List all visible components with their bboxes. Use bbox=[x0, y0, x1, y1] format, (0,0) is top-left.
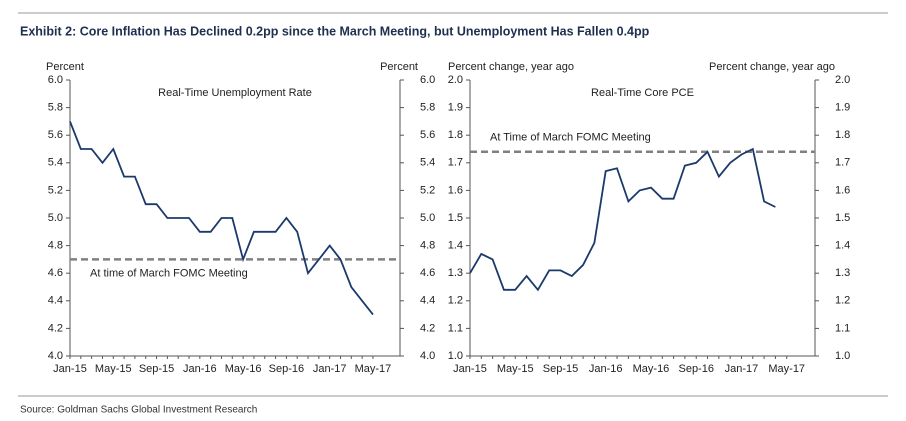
y2-tick-label: 1.9 bbox=[835, 102, 850, 114]
y-tick-label: 1.7 bbox=[448, 157, 463, 169]
y-tick-label: 2.0 bbox=[448, 74, 463, 86]
y-tick-label: 6.0 bbox=[48, 74, 63, 86]
y2-tick-label: 4.4 bbox=[420, 295, 435, 307]
y-tick-label: 1.5 bbox=[448, 212, 463, 224]
chart-title: Real-Time Unemployment Rate bbox=[158, 87, 312, 99]
y2-tick-label: 1.8 bbox=[835, 129, 850, 141]
x-tick-label: Sep-16 bbox=[678, 363, 713, 375]
y-tick-label: 1.2 bbox=[448, 295, 463, 307]
x-tick-label: Jan-17 bbox=[313, 363, 347, 375]
y-tick-label: 5.6 bbox=[48, 129, 63, 141]
y2-tick-label: 1.6 bbox=[835, 184, 850, 196]
y2-axis-label: Percent change, year ago bbox=[709, 61, 835, 73]
x-tick-label: May-15 bbox=[95, 363, 132, 375]
y-axis-label: Percent change, year ago bbox=[448, 61, 574, 73]
x-tick-label: Sep-15 bbox=[139, 363, 174, 375]
y2-tick-label: 1.4 bbox=[835, 240, 850, 252]
y2-tick-label: 4.6 bbox=[420, 267, 435, 279]
y-tick-label: 5.4 bbox=[48, 157, 63, 169]
y2-tick-label: 5.0 bbox=[420, 212, 435, 224]
x-tick-label: May-16 bbox=[633, 363, 670, 375]
y2-tick-label: 1.5 bbox=[835, 212, 850, 224]
y-tick-label: 1.0 bbox=[448, 350, 463, 362]
y-tick-label: 1.8 bbox=[448, 129, 463, 141]
y-tick-label: 4.6 bbox=[48, 267, 63, 279]
x-tick-label: Sep-15 bbox=[543, 363, 578, 375]
y2-tick-label: 2.0 bbox=[835, 74, 850, 86]
y-tick-label: 1.4 bbox=[448, 240, 463, 252]
y2-tick-label: 4.8 bbox=[420, 240, 435, 252]
y2-tick-label: 1.7 bbox=[835, 157, 850, 169]
y-tick-label: 5.0 bbox=[48, 212, 63, 224]
y2-tick-label: 5.6 bbox=[420, 129, 435, 141]
x-tick-label: May-17 bbox=[768, 363, 805, 375]
x-tick-label: Jan-16 bbox=[183, 363, 217, 375]
y-axis-label: Percent bbox=[46, 61, 84, 73]
x-tick-label: May-17 bbox=[355, 363, 392, 375]
data-line bbox=[69, 121, 374, 316]
y-tick-label: 4.4 bbox=[48, 295, 63, 307]
y2-tick-label: 1.1 bbox=[835, 322, 850, 334]
y2-axis-label: Percent bbox=[380, 61, 418, 73]
source: Source: Goldman Sachs Global Investment … bbox=[20, 405, 257, 416]
y-tick-label: 1.1 bbox=[448, 322, 463, 334]
x-tick-label: Sep-16 bbox=[269, 363, 304, 375]
x-tick-label: Jan-16 bbox=[589, 363, 623, 375]
y2-tick-label: 1.3 bbox=[835, 267, 850, 279]
y2-tick-label: 4.2 bbox=[420, 322, 435, 334]
x-tick-label: Jan-15 bbox=[53, 363, 87, 375]
chart-title: Real-Time Core PCE bbox=[591, 87, 694, 99]
y2-tick-label: 5.4 bbox=[420, 157, 435, 169]
y-tick-label: 5.2 bbox=[48, 184, 63, 196]
y2-tick-label: 6.0 bbox=[420, 74, 435, 86]
page-title: Exhibit 2: Core Inflation Has Declined 0… bbox=[20, 24, 650, 38]
reference-label: At time of March FOMC Meeting bbox=[90, 267, 248, 279]
y-tick-label: 5.8 bbox=[48, 102, 63, 114]
y2-tick-label: 1.0 bbox=[835, 350, 850, 362]
x-tick-label: Jan-17 bbox=[725, 363, 759, 375]
y-tick-label: 1.3 bbox=[448, 267, 463, 279]
y2-tick-label: 4.0 bbox=[420, 350, 435, 362]
y-tick-label: 1.9 bbox=[448, 102, 463, 114]
x-tick-label: May-16 bbox=[225, 363, 262, 375]
y-tick-label: 4.0 bbox=[48, 350, 63, 362]
x-tick-label: Jan-15 bbox=[453, 363, 487, 375]
y2-tick-label: 5.8 bbox=[420, 102, 435, 114]
reference-label: At Time of March FOMC Meeting bbox=[490, 132, 651, 144]
x-tick-label: May-15 bbox=[497, 363, 534, 375]
data-line bbox=[469, 147, 776, 292]
y2-tick-label: 5.2 bbox=[420, 184, 435, 196]
y-tick-label: 4.2 bbox=[48, 322, 63, 334]
y-tick-label: 1.6 bbox=[448, 184, 463, 196]
y2-tick-label: 1.2 bbox=[835, 295, 850, 307]
y-tick-label: 4.8 bbox=[48, 240, 63, 252]
